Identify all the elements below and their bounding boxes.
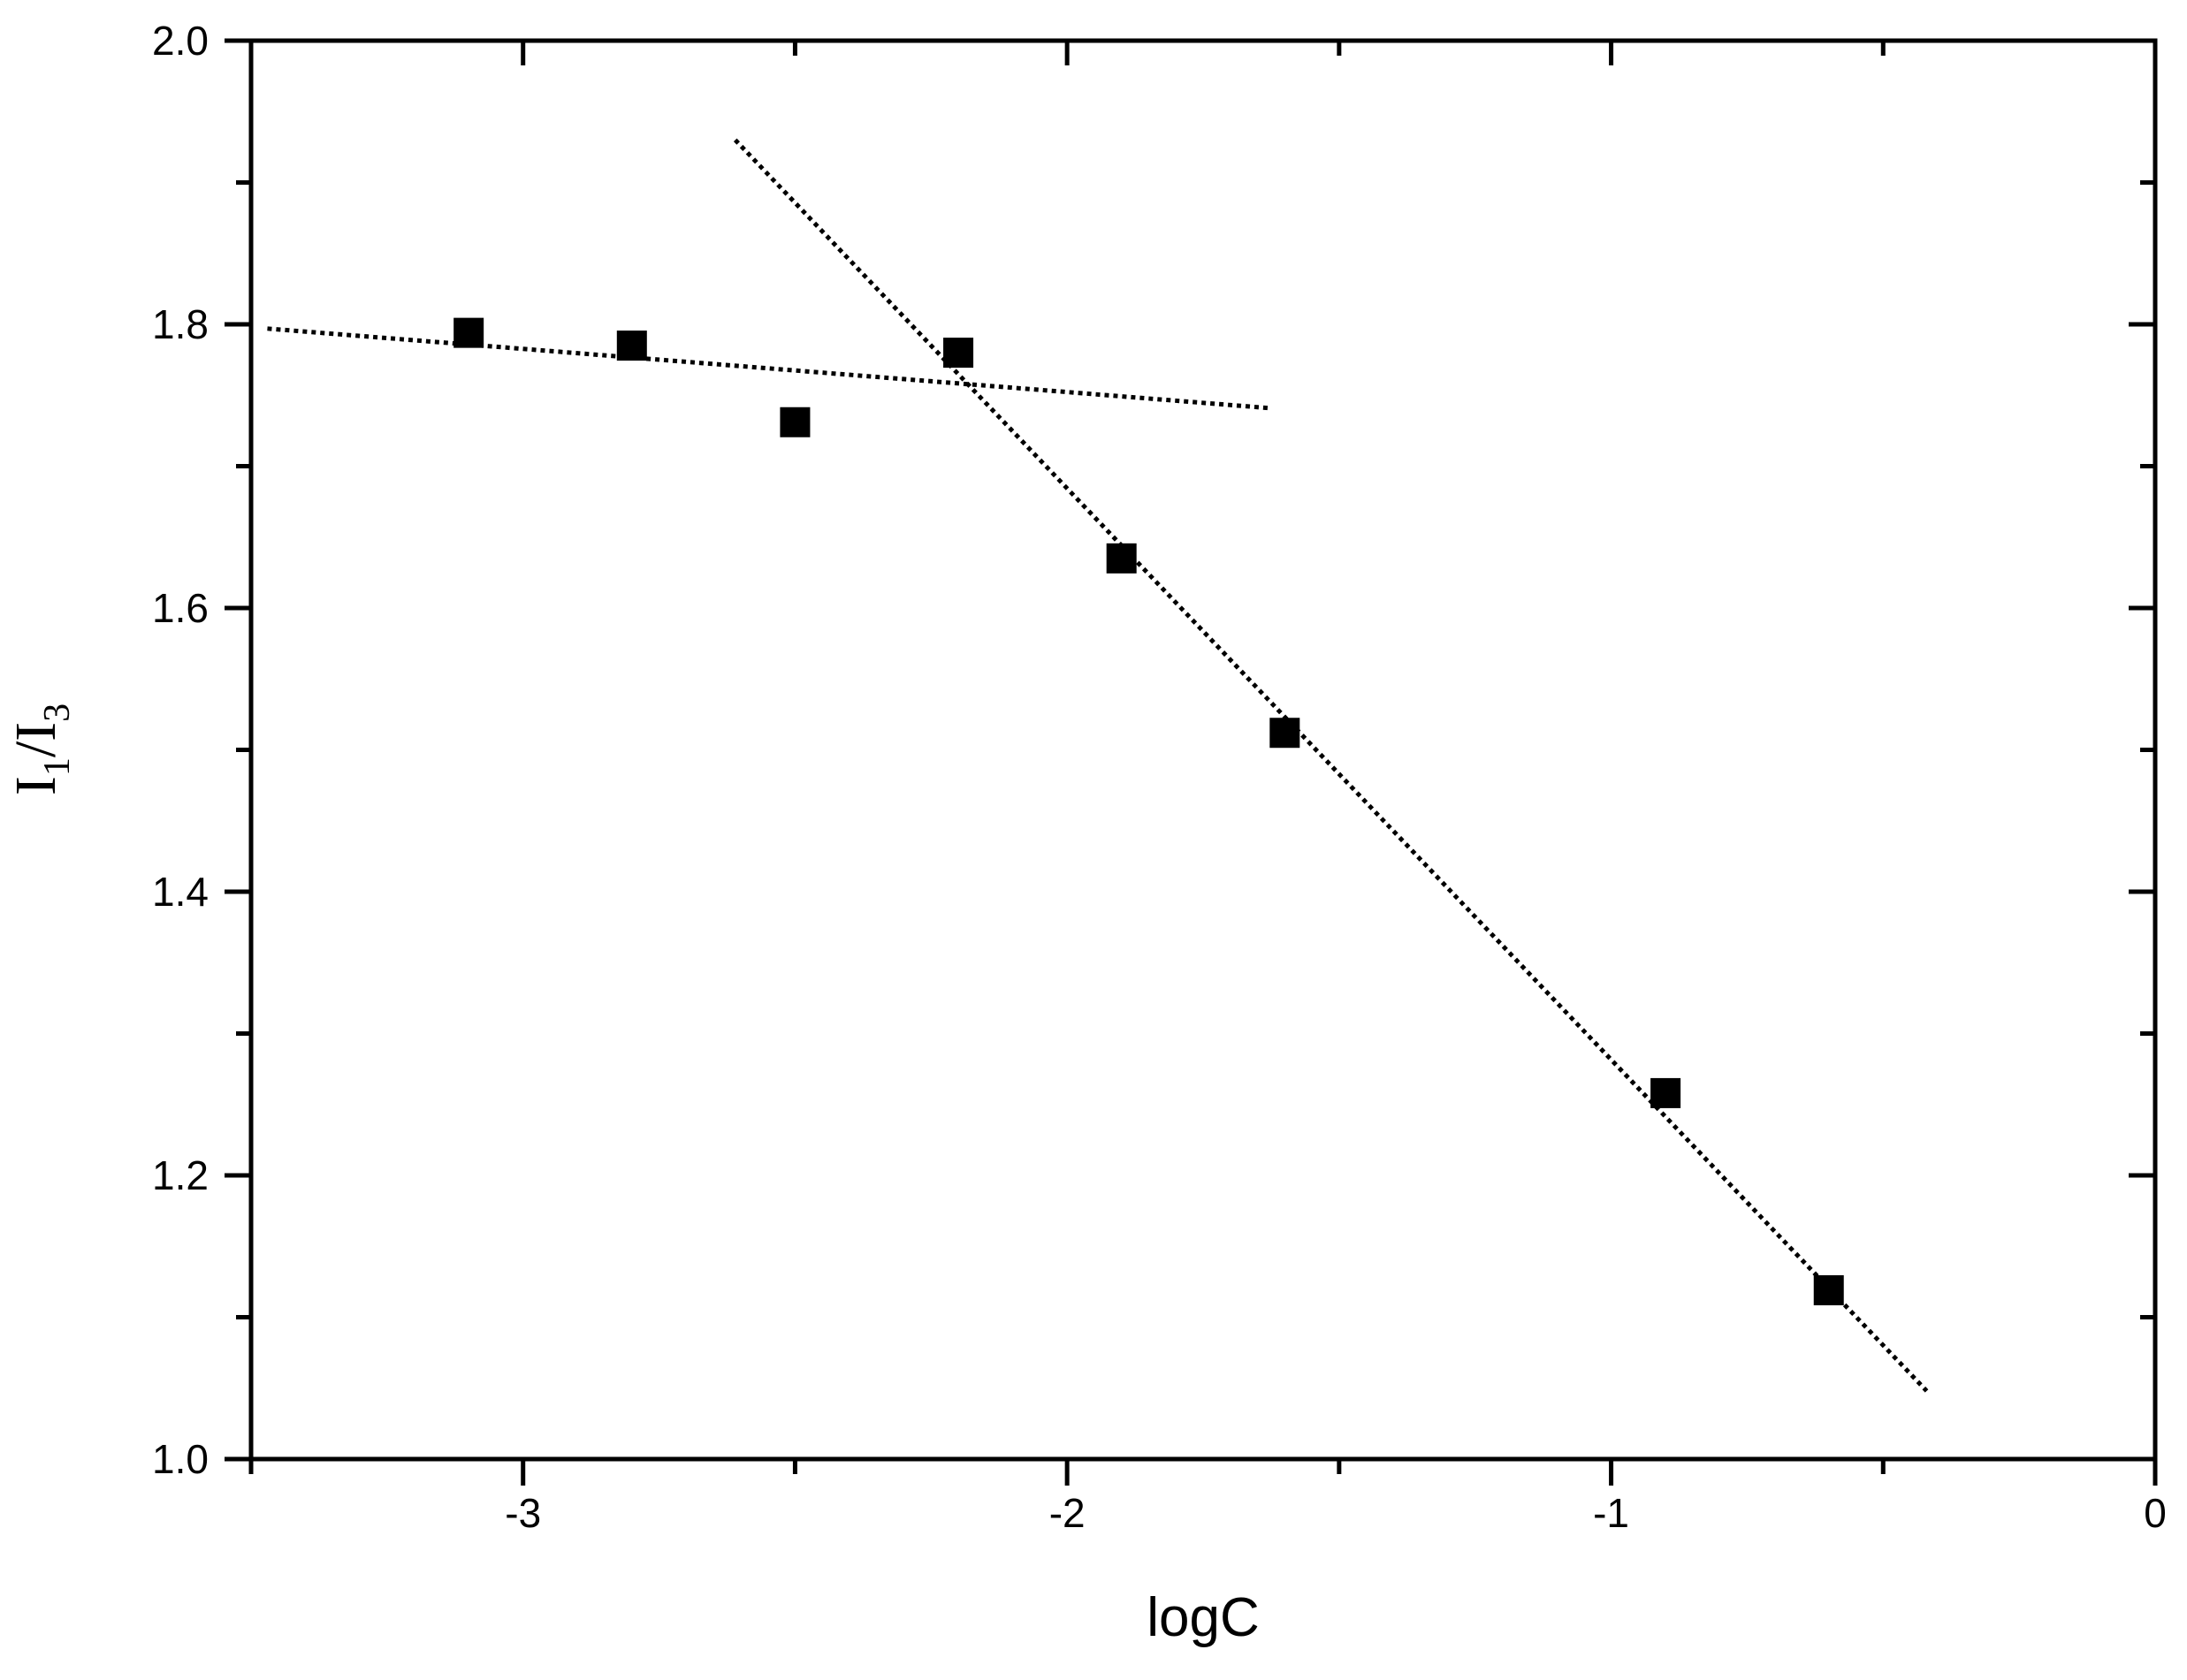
data-point — [1106, 543, 1137, 574]
data-point — [943, 338, 974, 369]
x-tick-label: 0 — [2144, 1490, 2167, 1536]
y-tick-label: 2.0 — [152, 18, 209, 64]
axis-ticks — [225, 38, 2158, 1486]
y-axis-title-part: I — [4, 722, 68, 741]
y-axis-title-subscript: 1 — [37, 757, 78, 776]
data-point — [780, 407, 811, 437]
data-points — [453, 317, 1844, 1306]
y-tick-label: 1.8 — [152, 301, 209, 347]
y-axis-title: I1/I3 — [4, 703, 78, 795]
y-tick-label: 1.6 — [152, 585, 209, 631]
fit-line — [267, 326, 1269, 411]
axis-tick-labels: -3 -2 -1 0 1.0 1.2 1.4 1.6 1.8 2.0 — [152, 18, 2167, 1536]
data-point — [1269, 718, 1300, 749]
y-axis-title-slash: / — [4, 741, 68, 757]
x-tick-label: -3 — [505, 1490, 541, 1536]
data-point — [1650, 1077, 1681, 1108]
svg-text:I1/I3: I1/I3 — [4, 703, 78, 795]
x-tick-label: -1 — [1593, 1490, 1629, 1536]
y-tick-label: 1.0 — [152, 1436, 209, 1482]
data-point — [1813, 1275, 1844, 1306]
fit-lines — [267, 138, 1929, 1393]
data-point — [616, 331, 647, 361]
y-axis-title-part: I — [4, 776, 68, 795]
y-tick-label: 1.4 — [152, 869, 209, 915]
data-point — [453, 317, 484, 348]
y-tick-label: 1.2 — [152, 1152, 209, 1198]
x-axis-title: logC — [1147, 1587, 1260, 1648]
fit-line — [733, 138, 1929, 1393]
plot-frame — [248, 38, 2158, 1462]
x-tick-label: -2 — [1049, 1490, 1086, 1536]
y-axis-title-subscript: 3 — [37, 703, 78, 722]
